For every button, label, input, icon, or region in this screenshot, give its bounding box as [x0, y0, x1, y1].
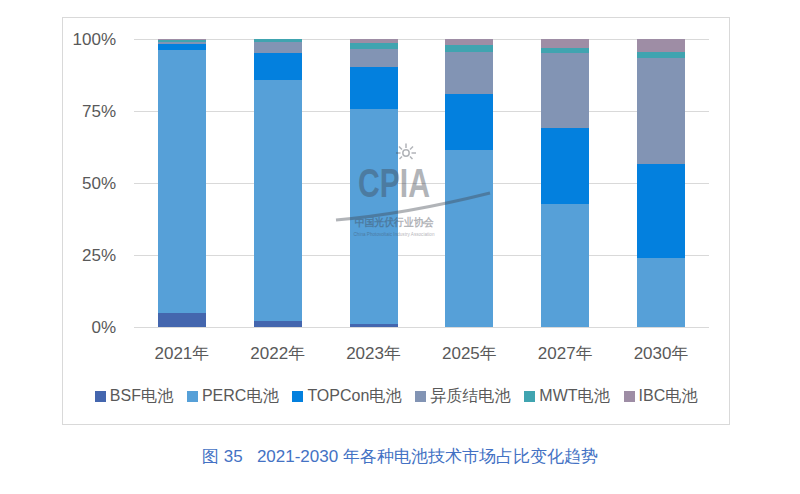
bar-segment: [541, 39, 589, 48]
cpia-watermark: CPIA 中国光伏行业协会 China Photovoltaic Industr…: [286, 136, 516, 255]
legend-swatch: [624, 391, 635, 402]
legend-label: MWT电池: [539, 388, 609, 404]
bar-segment: [637, 52, 685, 58]
svg-text:China Photovoltaic Industry As: China Photovoltaic Industry Association: [354, 231, 435, 237]
y-axis-label: 0%: [64, 319, 116, 336]
legend-swatch: [95, 391, 106, 402]
gridline: [134, 327, 709, 328]
legend-label: 异质结电池: [430, 388, 510, 404]
page: 0% 25% 50% 75% 100% 2021年 2022年 2023年2025年 2027…: [0, 0, 800, 494]
bar-segment: [637, 39, 685, 52]
legend: BSF电池 PERC电池 TOPCon电池 异质结电池 MWT电池 IBC电池: [63, 384, 729, 408]
legend-item: 异质结电池: [415, 388, 510, 404]
bar-segment: [541, 53, 589, 128]
chart-panel: 0% 25% 50% 75% 100% 2021年 2022年 2023年2025年 2027…: [62, 17, 730, 425]
x-axis-label: 2025年: [424, 344, 514, 364]
bar-segment: [637, 258, 685, 327]
legend-swatch: [415, 391, 426, 402]
x-axis-label: 2023年: [329, 344, 419, 364]
bar-segment: [158, 50, 206, 313]
bar-segment: [158, 39, 206, 40]
gridline: [134, 111, 709, 112]
bar-segment: [350, 43, 398, 49]
y-axis-label: 75%: [64, 103, 116, 120]
legend-swatch: [524, 391, 535, 402]
bar-segment: [254, 42, 302, 53]
legend-label: TOPCon电池: [307, 388, 401, 404]
legend-swatch: [187, 391, 198, 402]
bar-segment: [158, 42, 206, 44]
svg-text:CPIA: CPIA: [358, 160, 430, 206]
legend-item: PERC电池: [187, 388, 278, 404]
legend-label: BSF电池: [110, 388, 173, 404]
bar-segment: [541, 128, 589, 204]
legend-item: TOPCon电池: [292, 388, 401, 404]
y-axis-label: 100%: [64, 31, 116, 48]
bar-segment: [350, 67, 398, 109]
svg-text:中国光伏行业协会: 中国光伏行业协会: [355, 216, 435, 228]
gridline: [134, 255, 709, 256]
bar-segment: [445, 45, 493, 52]
bar-segment: [541, 204, 589, 327]
y-axis-label: 50%: [64, 175, 116, 192]
bar-segment: [350, 324, 398, 327]
bar-segment: [445, 39, 493, 45]
bar-segment: [541, 48, 589, 54]
legend-item: IBC电池: [624, 388, 698, 404]
legend-label: IBC电池: [639, 388, 698, 404]
x-axis-label: 2021年: [137, 344, 227, 364]
legend-item: MWT电池: [524, 388, 609, 404]
legend-label: PERC电池: [202, 388, 278, 404]
sun-icon: [396, 144, 416, 160]
bar-segment: [350, 39, 398, 43]
y-axis-label: 25%: [64, 247, 116, 264]
x-axis-label: 2030年: [616, 344, 706, 364]
legend-item: BSF电池: [95, 388, 173, 404]
bar-segment: [254, 39, 302, 42]
bar-segment: [158, 313, 206, 327]
x-axis-label: 2022年: [233, 344, 323, 364]
figure-caption: 图 35 2021-2030 年各种电池技术市场占比变化趋势: [0, 445, 800, 468]
bar-segment: [445, 52, 493, 94]
bar-segment: [350, 49, 398, 67]
legend-swatch: [292, 391, 303, 402]
bar-segment: [254, 53, 302, 80]
bar-segment: [637, 58, 685, 165]
x-axis-label: 2027年: [520, 344, 610, 364]
bar-segment: [637, 164, 685, 258]
bar-segment: [158, 44, 206, 50]
gridline: [134, 39, 709, 40]
bar-segment: [158, 40, 206, 42]
bar-segment: [254, 321, 302, 327]
